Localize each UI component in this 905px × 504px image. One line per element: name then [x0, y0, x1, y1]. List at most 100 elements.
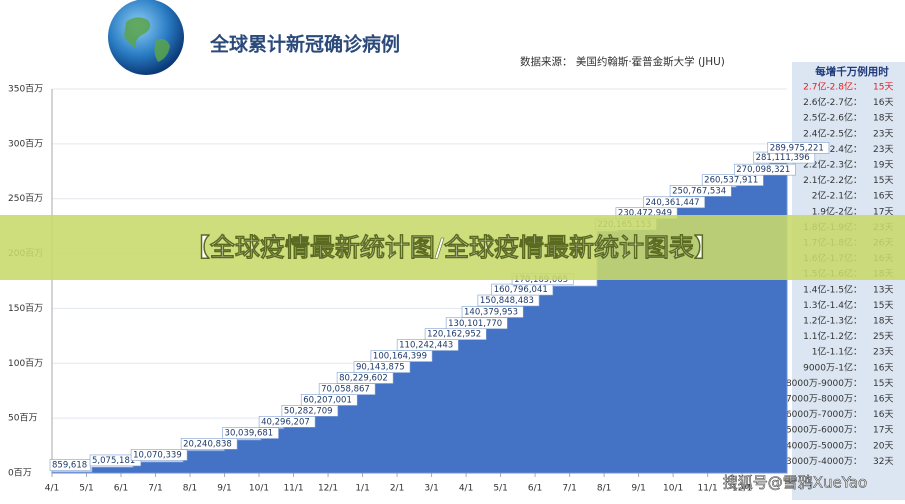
source: 数据来源： 美国约翰斯·霍普金斯大学 (JHU)	[520, 55, 725, 68]
range-label: 1.2亿-1.3亿：	[803, 315, 862, 327]
label-box	[669, 185, 732, 197]
range-label: 1.4亿-1.5亿：	[803, 283, 862, 295]
range-label: 4000万-5000万：	[786, 441, 862, 451]
y-tick-label: 250百万	[8, 193, 43, 204]
days-label: 18天	[873, 317, 893, 327]
banner-band	[0, 215, 905, 280]
days-label: 25天	[873, 332, 893, 342]
y-tick-label: 0百万	[8, 468, 32, 479]
data-label: 80,229,602	[339, 373, 388, 383]
data-label: 281,111,396	[756, 153, 810, 163]
data-label: 70,058,867	[321, 385, 370, 395]
x-tick-label: 11/1	[283, 484, 303, 494]
x-tick-label: 10/1	[249, 484, 269, 494]
range-label: 5000万-6000万：	[786, 426, 862, 436]
x-tick-label: 3/1	[424, 484, 438, 494]
data-label: 260,537,911	[704, 176, 758, 186]
data-label: 230,472,949	[618, 209, 672, 219]
days-label: 16天	[873, 363, 893, 373]
range-label: 2.2亿-2.3亿：	[803, 159, 862, 171]
range-label: 6000万-7000万：	[786, 410, 862, 420]
range-label: 2.7亿-2.8亿：	[803, 81, 862, 93]
range-label: 1.1亿-1.2亿：	[803, 330, 862, 342]
side-table: 2.7亿-2.8亿： 15天 2.6亿-2.7亿： 16天 2.5亿-2.6亿： 18天 2…	[786, 81, 894, 467]
range-label: 2.5亿-2.6亿：	[803, 112, 862, 124]
data-label: 289,975,221	[770, 143, 824, 153]
days-label: 23天	[873, 129, 893, 139]
label-box	[701, 174, 764, 186]
data-label: 10,070,339	[133, 450, 182, 460]
data-label: 110,242,443	[399, 341, 453, 351]
data-label: 250,767,534	[672, 186, 726, 196]
range-label: 3000万-4000万：	[786, 457, 862, 467]
data-label: 859,618	[52, 461, 87, 471]
watermark: 搜狐号@雪鸦XueYao	[723, 474, 867, 492]
y-tick-label: 150百万	[8, 303, 43, 314]
range-label: 1.3亿-1.4亿：	[803, 299, 862, 311]
range-label: 1.9亿-2亿：	[812, 205, 862, 217]
label-box	[733, 163, 796, 176]
days-label: 15天	[873, 301, 893, 311]
data-label: 50,282,709	[284, 406, 333, 416]
days-label: 15天	[873, 379, 893, 389]
range-label: 8000万-9000万：	[786, 379, 862, 389]
side-panel	[792, 62, 905, 500]
data-label: 30,039,681	[225, 429, 274, 439]
days-label: 16天	[873, 192, 893, 202]
days-label: 18天	[873, 114, 893, 124]
data-label: 140,379,953	[464, 307, 518, 317]
label-box	[767, 142, 830, 154]
x-tick-label: 4/1	[45, 484, 59, 494]
y-tick-label: 350百万	[8, 84, 43, 95]
x-tick-label: 9/1	[631, 484, 645, 494]
label-box	[222, 427, 279, 439]
days-label: 15天	[873, 176, 893, 186]
x-tick-label: 2/1	[390, 484, 404, 494]
x-tick-label: 6/1	[114, 484, 128, 494]
days-label: 17天	[873, 207, 893, 217]
x-tick-label: 5/1	[493, 484, 507, 494]
days-label: 15天	[873, 83, 893, 93]
x-tick-label: 10/1	[663, 484, 683, 494]
data-label: 90,143,875	[356, 363, 405, 373]
x-tick-label: 12/1	[732, 484, 752, 494]
days-label: 16天	[873, 410, 893, 420]
data-label: 240,361,447	[646, 198, 700, 208]
range-label: 1亿-1.1亿：	[812, 346, 862, 358]
range-label: 2亿-2.1亿：	[812, 190, 862, 202]
days-label: 13天	[873, 285, 893, 295]
days-label: 23天	[873, 145, 893, 155]
label-box	[180, 437, 238, 450]
x-tick-label: 9/1	[217, 484, 231, 494]
days-label: 16天	[873, 395, 893, 405]
days-label: 23天	[873, 348, 893, 358]
data-label: 5,075,181	[92, 456, 135, 466]
days-label: 19天	[873, 161, 893, 171]
globe-land	[124, 17, 170, 62]
data-label: 130,101,770	[448, 319, 502, 329]
y-tick-label: 100百万	[8, 358, 43, 369]
data-label: 120,162,952	[427, 330, 481, 340]
x-tick-label: 7/1	[562, 484, 576, 494]
globe-icon	[108, 0, 184, 75]
data-label: 20,240,838	[183, 439, 232, 449]
banner-text: 【全球疫情最新统计图/全球疫情最新统计图表】	[185, 233, 719, 262]
data-label: 270,098,321	[736, 165, 790, 175]
data-label: 40,296,207	[261, 417, 310, 427]
range-label: 2.4亿-2.5亿：	[803, 127, 862, 139]
x-tick-label: 7/1	[148, 484, 162, 494]
days-label: 20天	[873, 441, 893, 451]
range-label: 2.6亿-2.7亿：	[803, 96, 862, 108]
x-tick-label: 4/1	[459, 484, 473, 494]
days-label: 32天	[873, 457, 893, 467]
x-tick-label: 5/1	[79, 484, 93, 494]
x-tick-label: 1/1	[355, 484, 369, 494]
label-box	[130, 449, 188, 461]
data-label: 160,796,041	[494, 285, 548, 295]
y-tick-label: 50百万	[8, 413, 37, 424]
days-label: 17天	[873, 426, 893, 436]
range-label: 2.1亿-2.2亿：	[803, 174, 862, 186]
range-label: 9000万-1亿：	[803, 361, 862, 373]
y-tick-label: 300百万	[8, 138, 43, 149]
